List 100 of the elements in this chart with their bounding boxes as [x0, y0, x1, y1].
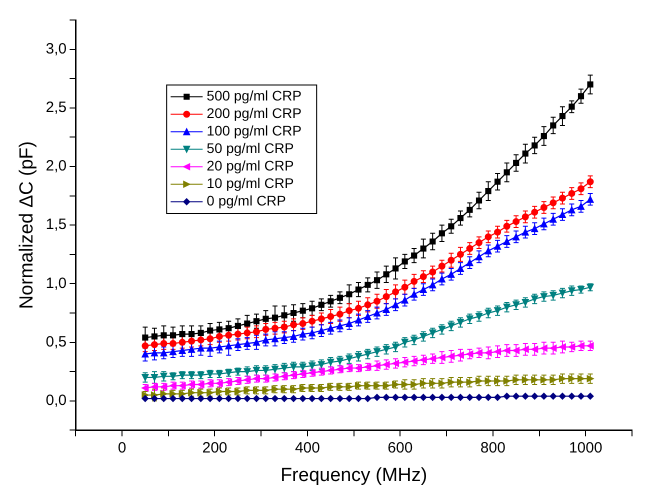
point [244, 395, 251, 402]
point [558, 211, 566, 218]
point [513, 160, 520, 166]
point [188, 338, 196, 345]
point [328, 298, 334, 304]
point [318, 327, 325, 334]
point [504, 169, 510, 176]
point [558, 194, 566, 202]
point [160, 395, 168, 402]
point [411, 252, 418, 259]
point [531, 392, 538, 400]
legend-label: 500 pg/ml CRP [206, 88, 302, 104]
point [476, 253, 483, 260]
point [160, 349, 168, 356]
point [578, 392, 584, 400]
point [578, 202, 584, 210]
point [438, 354, 446, 362]
point [374, 298, 381, 305]
point [503, 392, 510, 400]
point [420, 286, 427, 294]
y-axis-title: Normalized ΔC (pF) [16, 141, 38, 310]
point [142, 395, 149, 402]
point [272, 314, 278, 321]
point [272, 324, 279, 332]
point [142, 342, 149, 350]
point [568, 104, 575, 110]
point [198, 330, 204, 336]
point [280, 395, 288, 402]
point [327, 313, 334, 320]
point [466, 259, 474, 266]
point [346, 307, 353, 314]
point [587, 81, 594, 88]
point [420, 245, 426, 252]
point [216, 326, 222, 332]
y-tick-label: 0,5 [46, 333, 67, 350]
point [438, 262, 446, 270]
point [280, 324, 288, 331]
x-tick-label: 400 [294, 439, 320, 456]
point [466, 245, 474, 252]
point [401, 284, 408, 291]
point [568, 206, 576, 214]
point [272, 335, 279, 342]
point [383, 271, 390, 278]
point [420, 273, 427, 280]
point [262, 316, 269, 322]
point [327, 324, 334, 332]
point [410, 394, 418, 401]
point [578, 93, 584, 100]
point [494, 178, 501, 185]
point [299, 320, 306, 328]
point [401, 296, 408, 304]
point [234, 341, 242, 348]
point [522, 392, 529, 400]
point [494, 242, 502, 250]
point [550, 392, 557, 400]
point [336, 310, 344, 318]
point [448, 223, 454, 230]
point [290, 395, 298, 402]
point [430, 238, 436, 245]
point [402, 258, 408, 264]
point [354, 316, 362, 324]
point [188, 346, 196, 353]
point [429, 281, 436, 288]
point [531, 346, 538, 353]
point [522, 228, 529, 236]
point [308, 395, 316, 402]
point [262, 395, 270, 402]
point [234, 330, 242, 338]
point [336, 322, 344, 330]
point [559, 113, 566, 120]
legend-label: 100 pg/ml CRP [206, 122, 302, 139]
point [558, 343, 566, 350]
point [476, 197, 482, 204]
legend-label: 0 pg/ml CRP [206, 192, 286, 209]
point [382, 394, 390, 401]
x-tick-label: 200 [202, 439, 228, 456]
point [290, 310, 297, 316]
point [234, 395, 242, 402]
point [207, 328, 214, 334]
point [206, 335, 214, 342]
point [494, 394, 502, 401]
point [336, 395, 344, 402]
point [494, 348, 502, 356]
point [178, 338, 186, 346]
point [456, 264, 464, 272]
point [170, 332, 176, 338]
point [466, 206, 473, 213]
point [309, 305, 316, 312]
point [178, 347, 186, 354]
point [503, 347, 510, 354]
point [485, 188, 492, 194]
point [448, 256, 455, 264]
point [252, 328, 260, 336]
point [252, 395, 260, 402]
y-tick-label: 2,5 [46, 99, 67, 116]
point [456, 250, 464, 258]
point [410, 278, 418, 285]
point [252, 338, 260, 346]
point [457, 215, 464, 222]
point [290, 321, 298, 328]
